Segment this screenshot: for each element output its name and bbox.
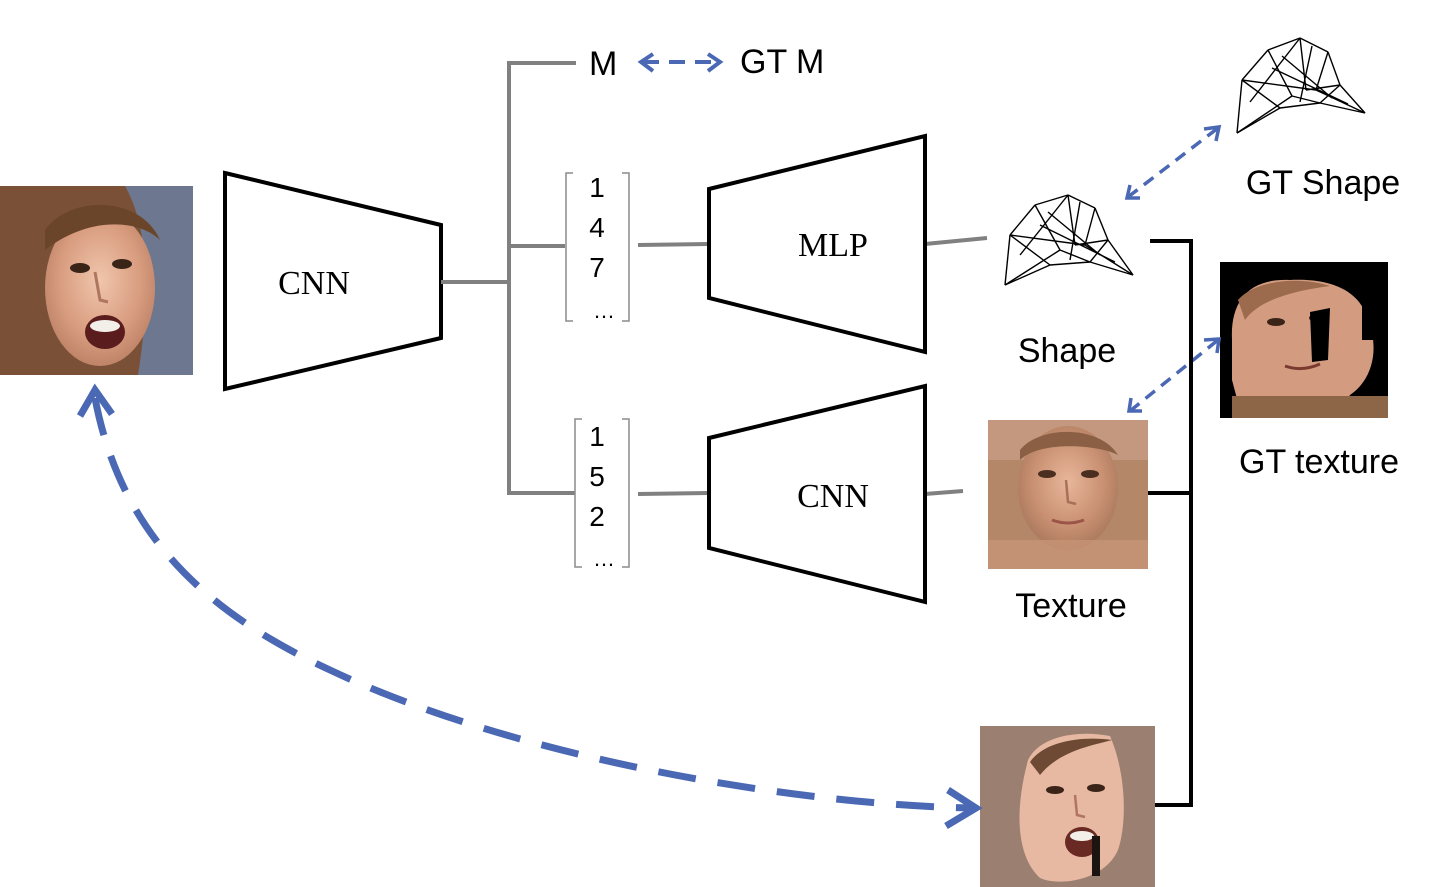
gt-texture-label: GT texture: [1239, 443, 1399, 481]
shape-param-2: 7: [589, 252, 605, 283]
texture-param-2: 2: [589, 501, 605, 532]
m-comparison-arrow: [637, 52, 724, 73]
shape-param-vector: 1 4 7 …: [565, 172, 630, 323]
grey-connectors: [441, 61, 988, 496]
shape-comparison-arrow: [1124, 124, 1222, 200]
eye-icon: [70, 263, 90, 273]
texture-decoder-label: CNN: [797, 478, 869, 515]
texture-param-vector: 1 5 2 …: [574, 418, 630, 571]
shape-decoder-label: MLP: [798, 227, 868, 264]
texture-param-ellipsis: …: [593, 546, 615, 571]
shape-param-0: 1: [589, 172, 605, 203]
texture-comparison-arrow: [1126, 337, 1222, 413]
texture-decoder-cnn-block: [707, 383, 927, 605]
shape-mesh-icon: [1004, 194, 1134, 286]
texture-image: [988, 420, 1148, 569]
texture-param-1: 5: [589, 461, 605, 492]
gt-m-label: GT M: [740, 43, 824, 81]
shape-param-1: 4: [589, 212, 605, 243]
gt-shape-mesh-icon: [1236, 37, 1366, 134]
reconstruction-comparison-arrow: [76, 383, 983, 830]
input-face-image: [0, 186, 193, 375]
shape-label: Shape: [1018, 332, 1116, 370]
encoder-label: CNN: [278, 265, 350, 302]
shape-param-ellipsis: …: [593, 298, 615, 323]
gt-shape-label: GT Shape: [1246, 164, 1400, 202]
gt-texture-image: [1220, 262, 1388, 418]
render-connector: [1148, 239, 1193, 807]
m-label: M: [589, 45, 617, 83]
texture-param-0: 1: [589, 421, 605, 452]
encoder-cnn-block: [223, 170, 443, 392]
texture-label: Texture: [1015, 587, 1127, 625]
shape-decoder-mlp-block: [707, 133, 927, 355]
rendered-face-image: [980, 726, 1155, 887]
